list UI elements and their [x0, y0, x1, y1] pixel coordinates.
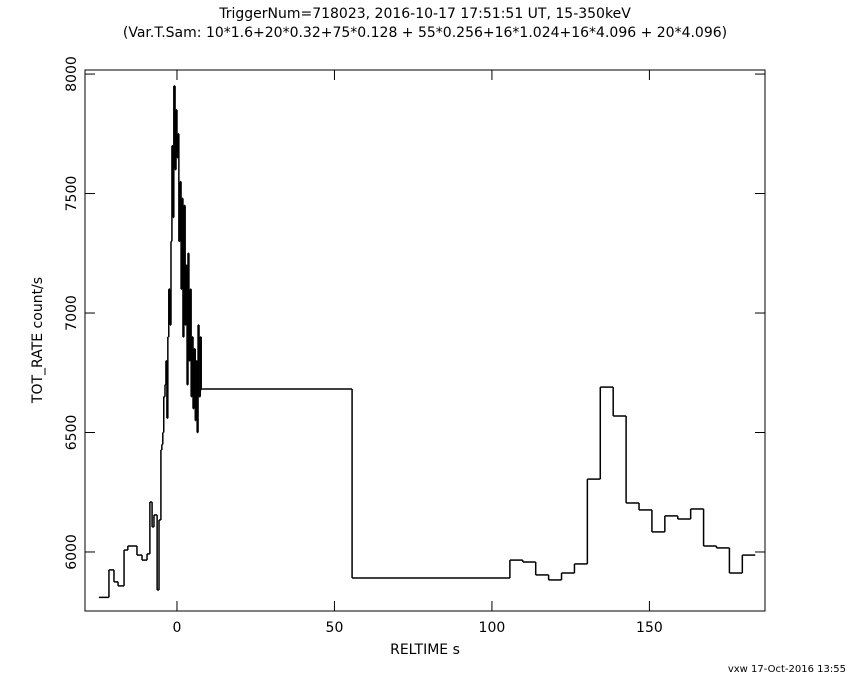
footer: vxw 17-Oct-2016 13:55: [728, 664, 846, 675]
x-axis-label: RELTIME s: [390, 642, 460, 658]
x-tick-label: 100: [479, 620, 506, 636]
chart-subtitle: (Var.T.Sam: 10*1.6+20*0.32+75*0.128 + 55…: [123, 25, 727, 41]
x-tick-label: 50: [326, 620, 344, 636]
chart-title: TriggerNum=718023, 2016-10-17 17:51:51 U…: [218, 6, 631, 22]
plot-frame: [84, 69, 766, 612]
y-tick-label: 8000: [64, 56, 80, 92]
x-tick-label: 0: [173, 620, 182, 636]
y-axis-label: TOT_RATE count/s: [30, 277, 46, 404]
y-tick-label: 6000: [64, 534, 80, 570]
x-tick-label: 150: [636, 620, 663, 636]
y-tick-label: 7500: [64, 176, 80, 212]
y-tick-label: 7000: [64, 295, 80, 331]
y-tick-label: 6500: [64, 415, 80, 451]
